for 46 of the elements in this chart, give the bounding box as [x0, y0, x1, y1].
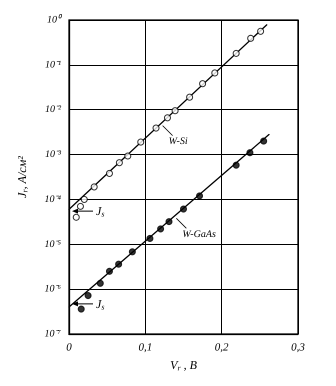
point [180, 206, 187, 213]
point [166, 218, 172, 226]
point [157, 225, 164, 232]
y-tick-label: 10⁻³ [45, 149, 62, 160]
point [196, 192, 204, 200]
point [76, 202, 84, 210]
point [260, 138, 268, 145]
y-tick-label: 10⁻⁴ [44, 194, 62, 205]
point [152, 124, 160, 132]
point [257, 28, 264, 35]
x-tick-label: 0,1 [138, 342, 152, 354]
point [146, 234, 154, 242]
point [115, 260, 122, 268]
y-tick-label: 10⁻⁵ [44, 238, 62, 250]
point [124, 152, 132, 160]
point [80, 196, 88, 203]
y-tick-label: 10⁻² [45, 104, 62, 116]
point [247, 34, 254, 42]
point [232, 162, 240, 169]
point [199, 80, 206, 88]
point [106, 268, 113, 275]
x-tick-label: 0,2 [214, 342, 230, 354]
annotation: W-GaAs [182, 228, 216, 240]
point [211, 69, 218, 76]
point [84, 292, 92, 300]
point [186, 94, 194, 101]
x-tick-label: 0 [66, 342, 72, 354]
point [116, 159, 123, 166]
y-tick-label: 10⁻⁶ [44, 284, 62, 295]
x-tick-label: 0,3 [291, 342, 306, 354]
y-axis-title: Jr, А/см² [15, 156, 30, 198]
y-tick-label: 10⁻⁷ [44, 328, 62, 340]
y-tick-label: 10⁻¹ [45, 59, 61, 70]
y-tick-label: 10⁰ [47, 14, 63, 26]
point [137, 138, 144, 146]
point [164, 114, 171, 122]
point [246, 149, 254, 156]
point [78, 306, 85, 313]
annotation: W-Si [168, 136, 188, 148]
point [232, 50, 240, 57]
point [72, 214, 80, 221]
point [96, 280, 104, 287]
point [106, 170, 113, 177]
point [172, 107, 179, 114]
point [90, 183, 98, 190]
point [128, 248, 136, 256]
